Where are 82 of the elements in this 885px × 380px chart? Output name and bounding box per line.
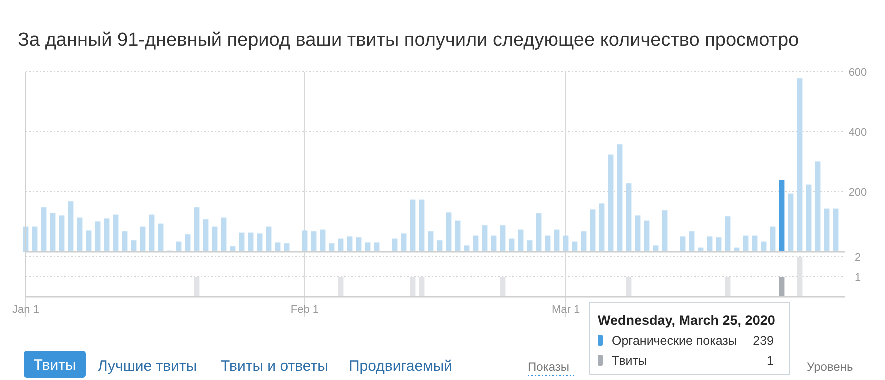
bar xyxy=(95,222,101,252)
bar xyxy=(185,234,191,252)
bar xyxy=(266,226,272,252)
bar xyxy=(428,232,434,252)
bar xyxy=(590,210,596,252)
bar xyxy=(32,226,38,252)
bar xyxy=(41,208,47,252)
text: Твиты и ответы xyxy=(221,358,328,375)
bar xyxy=(347,236,353,252)
bar xyxy=(212,226,218,252)
y-tick-label: 200 xyxy=(848,186,868,199)
bar xyxy=(608,154,614,252)
bar xyxy=(617,144,623,252)
bar xyxy=(716,238,722,252)
bar xyxy=(644,220,650,252)
bar xyxy=(599,204,605,252)
bar xyxy=(626,184,632,252)
y-tick-label: 600 xyxy=(848,66,868,79)
bar xyxy=(482,226,488,252)
bar xyxy=(59,216,65,252)
bar xyxy=(500,226,506,252)
bar xyxy=(203,220,209,252)
bar xyxy=(320,230,326,252)
text: Твиты xyxy=(34,357,76,374)
bar xyxy=(455,220,461,252)
bar xyxy=(50,213,56,252)
bar xyxy=(770,226,776,252)
legend-label: Твиты xyxy=(612,354,648,368)
bar xyxy=(365,242,371,252)
bar xyxy=(662,210,668,252)
bar xyxy=(356,238,362,252)
bar xyxy=(581,232,587,252)
bar xyxy=(113,214,119,252)
bar xyxy=(680,236,686,252)
y-tick-label: 2 xyxy=(854,252,862,264)
x-tick-label: Feb 1 xyxy=(290,304,320,316)
text: Уровень xyxy=(807,360,854,374)
bar xyxy=(689,232,695,252)
bar xyxy=(401,234,407,252)
bar xyxy=(194,208,200,252)
bar xyxy=(158,224,164,252)
bar xyxy=(86,230,92,252)
bar xyxy=(311,232,317,252)
text: Wednesday, March 25, 2020 xyxy=(598,313,776,328)
bar xyxy=(149,214,155,252)
bar xyxy=(518,230,524,252)
bar xyxy=(554,230,560,252)
chart-title: За данный 91-дневный период ваши твиты получили следующее количество просмотро xyxy=(18,30,800,51)
bar xyxy=(419,200,425,252)
bar xyxy=(374,242,380,252)
bar xyxy=(410,200,416,252)
bar xyxy=(302,230,308,252)
text: Органические показы xyxy=(612,334,738,348)
bar xyxy=(140,226,146,252)
x-tick-label: Mar 1 xyxy=(552,304,580,316)
bar xyxy=(806,184,812,252)
bar xyxy=(104,218,110,252)
x-tick-label: Jan 1 xyxy=(12,304,40,316)
bar xyxy=(779,180,785,252)
bar xyxy=(68,202,74,252)
y-tick-label: 400 xyxy=(848,126,868,139)
bar xyxy=(725,216,731,252)
bar xyxy=(707,236,713,252)
bar xyxy=(275,242,281,252)
bar xyxy=(446,212,452,252)
bar xyxy=(221,218,227,252)
text: 239 xyxy=(753,334,774,348)
text: 1 xyxy=(767,354,774,368)
text: Показы xyxy=(528,360,570,374)
bar xyxy=(257,234,263,252)
bar xyxy=(122,232,128,252)
text: Лучшие твиты xyxy=(98,358,198,375)
bar xyxy=(824,208,830,252)
bar xyxy=(833,208,839,252)
bar xyxy=(815,162,821,252)
bar xyxy=(77,218,83,252)
bar xyxy=(797,78,803,252)
y-tick-label: 1 xyxy=(854,272,862,284)
bar xyxy=(536,214,542,252)
bar xyxy=(635,216,641,252)
text: Продвигаемый xyxy=(349,358,453,375)
bar xyxy=(788,194,794,252)
